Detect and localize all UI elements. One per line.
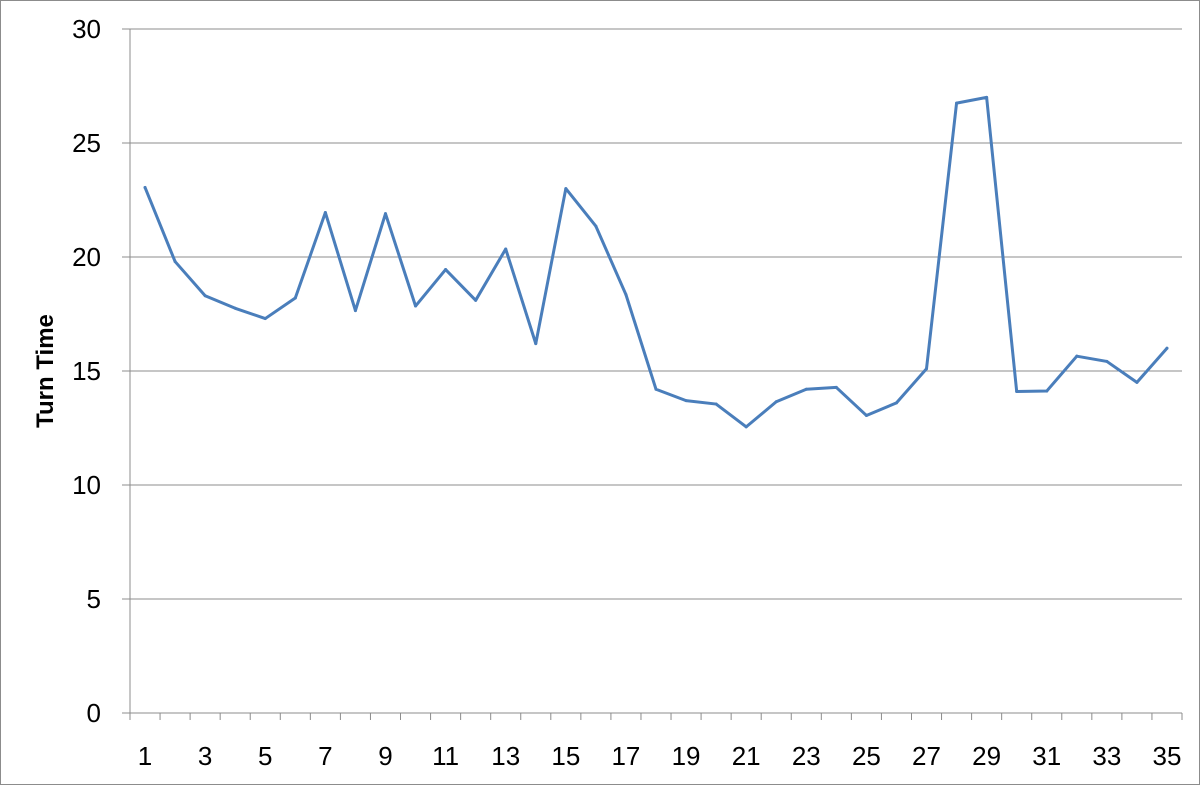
y-tick-label: 20	[72, 242, 101, 272]
data-point	[834, 385, 838, 389]
data-point	[1165, 346, 1169, 350]
y-tick-label: 15	[72, 356, 101, 386]
series-line	[143, 95, 1169, 429]
x-tick-label: 21	[732, 741, 761, 771]
x-tick-label: 17	[611, 741, 640, 771]
x-tick-label: 5	[258, 741, 272, 771]
data-point	[203, 294, 207, 298]
gridlines	[122, 28, 1182, 600]
data-point	[1075, 354, 1079, 358]
x-tick-label: 33	[1092, 741, 1121, 771]
x-tick-label: 13	[491, 741, 520, 771]
data-point	[414, 304, 418, 308]
x-tick-label: 25	[852, 741, 881, 771]
data-point	[864, 413, 868, 417]
x-tick-label: 15	[551, 741, 580, 771]
data-point	[504, 247, 508, 251]
data-point	[1105, 359, 1109, 363]
x-tick-label: 31	[1032, 741, 1061, 771]
data-point	[744, 425, 748, 429]
x-tick-label: 3	[198, 741, 212, 771]
data-point	[894, 401, 898, 405]
data-point	[684, 399, 688, 403]
data-point	[594, 224, 598, 228]
x-tick-label: 9	[378, 741, 392, 771]
data-point	[774, 400, 778, 404]
data-point	[143, 185, 147, 189]
data-point	[173, 260, 177, 264]
x-tick-label: 7	[318, 741, 332, 771]
data-point	[534, 342, 538, 346]
data-point	[1135, 380, 1139, 384]
data-point	[353, 309, 357, 313]
data-point	[383, 212, 387, 216]
data-point	[444, 268, 448, 272]
data-point	[925, 367, 929, 371]
data-point	[323, 211, 327, 215]
y-tick-labels: 0 5 10 15 20 25 30	[72, 14, 101, 728]
y-axis-title: Turn Time	[32, 314, 59, 428]
data-point	[624, 293, 628, 297]
data-point	[233, 306, 237, 310]
data-point	[293, 296, 297, 300]
y-tick-label: 0	[87, 698, 101, 728]
x-tick-label: 11	[432, 741, 459, 771]
x-tick-label: 35	[1153, 741, 1182, 771]
x-tick-label: 23	[792, 741, 821, 771]
data-point	[474, 298, 478, 302]
data-point	[1015, 390, 1019, 394]
x-tick-label: 1	[138, 741, 152, 771]
data-point	[1045, 389, 1049, 393]
x-tick-label: 29	[972, 741, 1001, 771]
data-point	[654, 387, 658, 391]
y-tick-label: 25	[72, 128, 101, 158]
y-tick-label: 10	[72, 470, 101, 500]
data-point	[564, 187, 568, 191]
x-tick-label: 19	[672, 741, 701, 771]
data-point	[804, 387, 808, 391]
x-tick-label: 27	[912, 741, 941, 771]
data-point	[985, 95, 989, 99]
y-tick-label: 30	[72, 14, 101, 44]
x-tick-labels: 1 3 5 7 9 11 13 15 17 19 21 23 25 27 29 31 33 35	[138, 741, 1182, 771]
data-point	[955, 101, 959, 105]
series-group	[143, 95, 1169, 429]
axes	[122, 29, 1183, 720]
data-point	[263, 317, 267, 321]
data-point	[714, 402, 718, 406]
y-tick-label: 5	[87, 584, 101, 614]
